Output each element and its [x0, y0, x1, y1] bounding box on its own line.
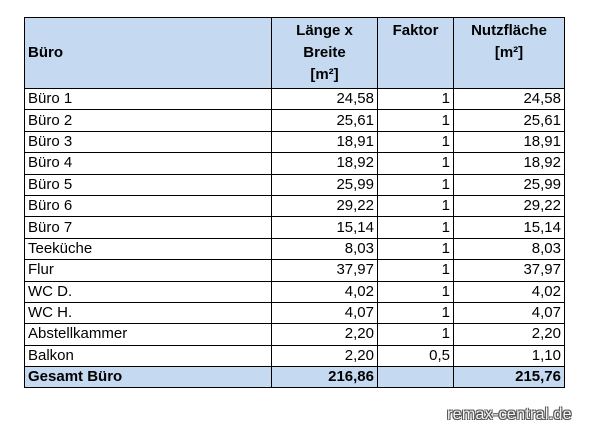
row-length-width: 2,20	[271, 323, 378, 346]
row-length-width: 25,61	[271, 109, 378, 132]
table-row: Teeküche 8,03 1 8,03	[24, 237, 565, 261]
row-usable-area: 24,58	[453, 87, 565, 111]
row-name: Teeküche	[24, 237, 272, 261]
header-length-width-line-3: [m²]	[310, 66, 339, 83]
header-factor: Faktor	[377, 17, 454, 89]
row-factor: 1	[377, 259, 454, 282]
row-length-width: 18,92	[271, 152, 378, 175]
table-row: WC H. 4,07 1 4,07	[24, 301, 565, 325]
table-row: Flur 37,97 1 37,97	[24, 259, 565, 282]
area-table: Büro Länge x Breite [m²] Faktor Nutzfläc…	[24, 17, 565, 389]
row-factor: 1	[377, 87, 454, 111]
row-usable-area: 29,22	[453, 194, 565, 218]
row-factor: 1	[377, 301, 454, 325]
row-usable-area: 2,20	[453, 323, 565, 346]
row-name: Büro 5	[24, 173, 272, 196]
row-length-width: 37,97	[271, 259, 378, 282]
row-factor: 1	[377, 152, 454, 175]
header-name: Büro	[24, 17, 272, 89]
header-usable-area: Nutzfläche [m²]	[453, 17, 565, 89]
row-length-width: 24,58	[271, 87, 378, 111]
table-row: Büro 4 18,92 1 18,92	[24, 152, 565, 175]
row-factor: 1	[377, 280, 454, 303]
header-usable-area-line-2: [m²]	[494, 44, 524, 61]
row-name: WC H.	[24, 301, 272, 325]
row-usable-area: 4,07	[453, 301, 565, 325]
row-factor: 1	[377, 173, 454, 196]
row-name: Büro 1	[24, 87, 272, 111]
table-row: Büro 6 29,22 1 29,22	[24, 194, 565, 218]
table-row: Büro 1 24,58 1 24,58	[24, 87, 565, 111]
row-usable-area: 18,91	[453, 130, 565, 154]
row-factor: 1	[377, 237, 454, 261]
table-row: Balkon 2,20 0,5 1,10	[24, 344, 565, 368]
row-name: Büro 4	[24, 152, 272, 175]
table-row: Büro 3 18,91 1 18,91	[24, 130, 565, 154]
table-row: Büro 7 15,14 1 15,14	[24, 216, 565, 239]
header-row: Büro Länge x Breite [m²] Faktor Nutzfläc…	[24, 17, 565, 89]
row-name: Büro 3	[24, 130, 272, 154]
row-usable-area: 18,92	[453, 152, 565, 175]
row-name: Büro 7	[24, 216, 272, 239]
row-length-width: 2,20	[271, 344, 378, 368]
row-name: Büro 6	[24, 194, 272, 218]
row-factor: 1	[377, 130, 454, 154]
table-row: Abstellkammer 2,20 1 2,20	[24, 323, 565, 346]
row-length-width: 8,03	[271, 237, 378, 261]
row-length-width: 4,07	[271, 301, 378, 325]
row-usable-area: 15,14	[453, 216, 565, 239]
total-usable-area: 215,76	[453, 366, 565, 389]
table-row: Büro 2 25,61 1 25,61	[24, 109, 565, 132]
header-length-width-line-1: Länge x	[296, 22, 353, 39]
row-name: Balkon	[24, 344, 272, 368]
total-name: Gesamt Büro	[24, 366, 272, 389]
row-usable-area: 8,03	[453, 237, 565, 261]
row-length-width: 15,14	[271, 216, 378, 239]
total-factor	[377, 366, 454, 389]
row-length-width: 18,91	[271, 130, 378, 154]
header-length-width: Länge x Breite [m²]	[271, 17, 378, 89]
row-length-width: 29,22	[271, 194, 378, 218]
row-length-width: 25,99	[271, 173, 378, 196]
header-length-width-line-2: Breite	[303, 44, 346, 61]
row-factor: 1	[377, 323, 454, 346]
total-row: Gesamt Büro 216,86 215,76	[24, 366, 565, 389]
table-row: WC D. 4,02 1 4,02	[24, 280, 565, 303]
row-factor: 1	[377, 194, 454, 218]
row-factor: 1	[377, 109, 454, 132]
row-name: WC D.	[24, 280, 272, 303]
row-name: Flur	[24, 259, 272, 282]
watermark: remax-central.de	[447, 406, 572, 423]
total-length-width: 216,86	[271, 366, 378, 389]
table-row: Büro 5 25,99 1 25,99	[24, 173, 565, 196]
row-usable-area: 25,99	[453, 173, 565, 196]
row-length-width: 4,02	[271, 280, 378, 303]
row-usable-area: 25,61	[453, 109, 565, 132]
header-usable-area-line-1: Nutzfläche	[471, 22, 547, 39]
row-name: Abstellkammer	[24, 323, 272, 346]
row-factor: 1	[377, 216, 454, 239]
row-usable-area: 37,97	[453, 259, 565, 282]
row-usable-area: 4,02	[453, 280, 565, 303]
row-usable-area: 1,10	[453, 344, 565, 368]
row-name: Büro 2	[24, 109, 272, 132]
row-factor: 0,5	[377, 344, 454, 368]
table-body: Büro 1 24,58 1 24,58 Büro 2 25,61 1 25,61 Büro 3…	[24, 87, 565, 368]
